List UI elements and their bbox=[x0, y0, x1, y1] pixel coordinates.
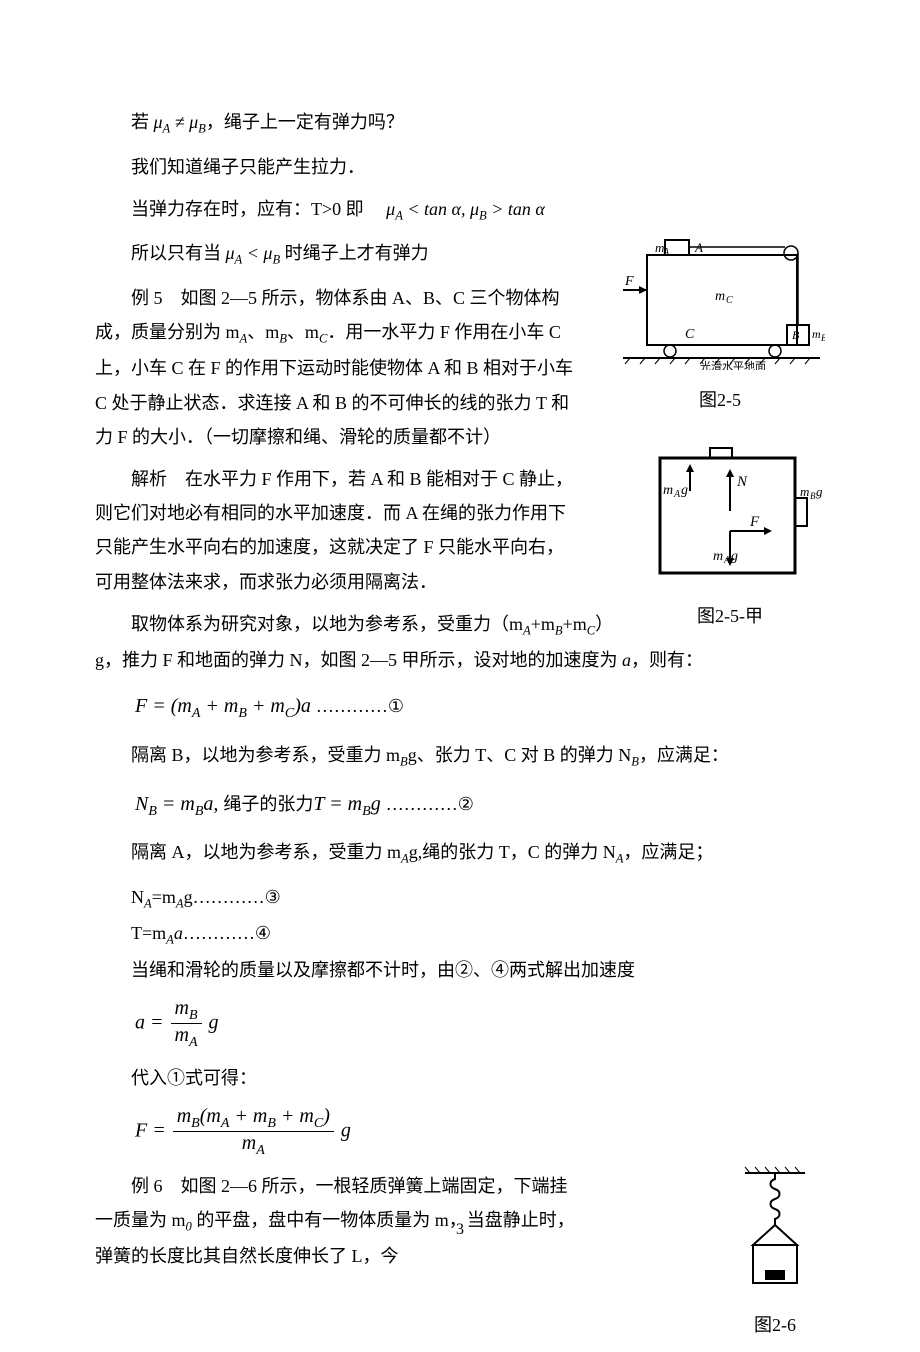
equation: μA < tan α, μB > tan α bbox=[386, 199, 545, 219]
figure-2-5: m A A B m B F m C C bbox=[615, 230, 825, 417]
svg-text:m: m bbox=[800, 484, 809, 499]
paragraph: 当弹力存在时，应有：T>0 即 μA < tan α, μB > tan α bbox=[95, 192, 825, 229]
figure-caption: 图2-5 bbox=[615, 383, 825, 417]
equation-3: NA=mAg…………③ bbox=[131, 880, 825, 917]
equation-2: NB = mBa, 绳子的张力T = mBg …………② bbox=[135, 785, 825, 826]
paragraph-analysis: 解析 在水平力 F 作用下，若 A 和 B 能相对于 C 静止，则它们对地必有相… bbox=[95, 462, 575, 599]
paragraph: 隔离 A，以地为参考系，受重力 mAg,绳的张力 T，C 的弹力 NA，应满足； bbox=[95, 835, 825, 872]
paragraph: 隔离 B，以地为参考系，受重力 mBg、张力 T、C 对 B 的弹力 NB，应满… bbox=[95, 738, 825, 775]
figure-caption: 图2-5-甲 bbox=[635, 599, 825, 633]
paragraph: 代入①式可得： bbox=[95, 1061, 825, 1095]
equation: μA < μB bbox=[226, 243, 281, 263]
svg-text:F: F bbox=[749, 514, 760, 530]
svg-text:C: C bbox=[685, 327, 695, 342]
equation-6: F = mB(mA + mB + mC)mA g bbox=[135, 1105, 825, 1159]
text: 时绳子上才有弹力 bbox=[280, 243, 429, 263]
paragraph: 若 μA ≠ μB，绳子上一定有弹力吗？ bbox=[95, 105, 825, 142]
svg-text:A: A bbox=[662, 247, 670, 258]
svg-text:m: m bbox=[812, 327, 821, 341]
figure-2-5-svg: m A A B m B F m C C bbox=[615, 230, 825, 370]
svg-text:m: m bbox=[663, 483, 673, 498]
svg-text:B: B bbox=[792, 328, 800, 342]
svg-text:A: A bbox=[723, 555, 731, 566]
paragraph: 当绳和滑轮的质量以及摩擦都不计时，由②、④两式解出加速度 bbox=[95, 953, 825, 987]
equation-4: T=mAa…………④ bbox=[131, 916, 825, 953]
svg-text:C: C bbox=[726, 295, 733, 306]
text: 若 μA ≠ μB，绳子上一定有弹力吗？ bbox=[131, 112, 404, 132]
svg-text:g: g bbox=[681, 483, 688, 498]
figure-caption: 图2-6 bbox=[725, 1308, 825, 1342]
svg-text:m: m bbox=[715, 289, 725, 304]
paragraph: 我们知道绳子只能产生拉力． bbox=[95, 150, 825, 184]
ground-label: 光滑水平地面 bbox=[700, 359, 766, 370]
page-number: 3 bbox=[0, 1215, 920, 1245]
svg-text:g: g bbox=[816, 484, 823, 499]
text-column: 例 5 如图 2—5 所示，物体系由 A、B、C 三个物体构成，质量分别为 mA… bbox=[95, 281, 575, 599]
text: 当弹力存在时，应有：T>0 即 bbox=[131, 199, 364, 219]
paragraph-example5: 例 5 如图 2—5 所示，物体系由 A、B、C 三个物体构成，质量分别为 mA… bbox=[95, 281, 575, 454]
svg-text:F: F bbox=[624, 274, 634, 289]
text: 所以只有当 bbox=[131, 243, 226, 263]
equation-5: a = mBmA g bbox=[135, 997, 825, 1051]
svg-text:m: m bbox=[713, 549, 723, 564]
equation-1: F = (mA + mB + mC)a …………① bbox=[135, 687, 825, 728]
svg-text:g: g bbox=[731, 549, 738, 564]
figure-2-5-jia: mAg N F mAg mBg 图2-5-甲 bbox=[635, 436, 825, 633]
svg-text:A: A bbox=[673, 489, 681, 500]
svg-text:B: B bbox=[821, 333, 825, 343]
figure-2-6: 图2-6 bbox=[725, 1165, 825, 1342]
svg-text:N: N bbox=[736, 474, 748, 490]
figure-2-5-jia-svg: mAg N F mAg mBg bbox=[635, 436, 825, 586]
page: 若 μA ≠ μB，绳子上一定有弹力吗？ 我们知道绳子只能产生拉力． 当弹力存在… bbox=[0, 0, 920, 1300]
